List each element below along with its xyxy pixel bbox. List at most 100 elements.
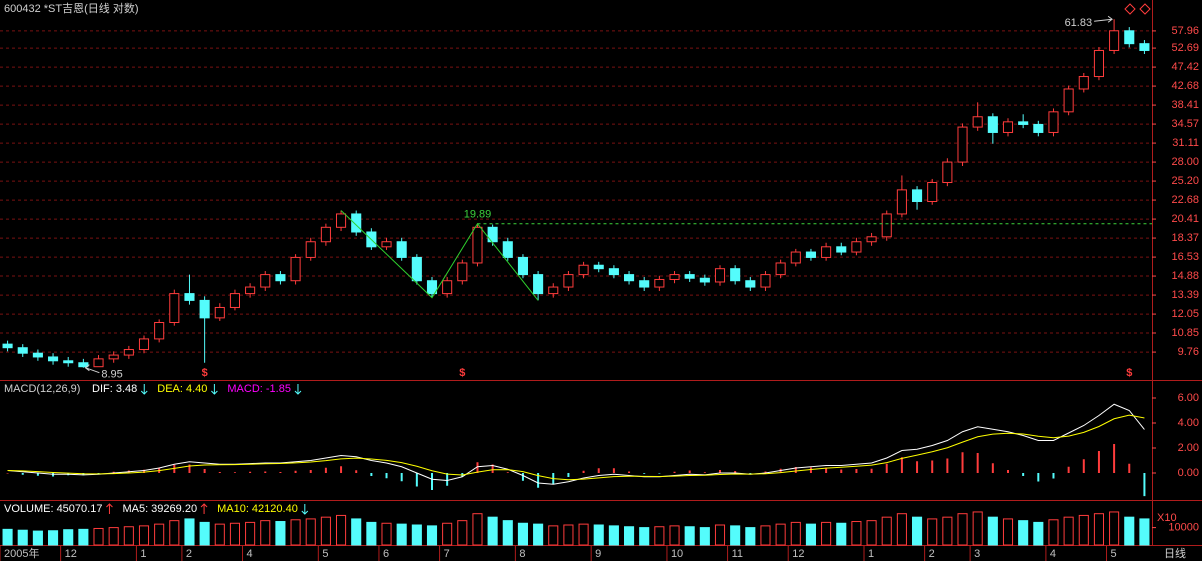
candle-body	[336, 213, 347, 228]
macd-line	[7, 414, 1145, 481]
candle-body	[2, 343, 13, 349]
candle-body	[548, 286, 559, 295]
candle-body	[912, 189, 923, 203]
volume-bar	[366, 521, 377, 546]
legend-entry: MACD: -1.85	[227, 383, 291, 395]
volume-bar	[260, 520, 271, 546]
x-tick-label: 9	[595, 548, 601, 560]
macd-bar	[976, 453, 979, 473]
candle-body	[245, 286, 256, 295]
macd-bar	[643, 473, 646, 474]
volume-bar	[730, 525, 741, 546]
y-tick-label: 10000	[1168, 522, 1199, 534]
macd-bar	[688, 470, 691, 473]
macd-bar	[870, 468, 873, 473]
macd-bar	[1007, 470, 1009, 473]
candle-body	[836, 246, 847, 253]
macd-bar	[961, 452, 964, 473]
macd-bar	[309, 470, 312, 473]
macd-bar	[203, 469, 206, 473]
y-tick-label: 42.68	[1171, 80, 1199, 92]
volume-bar	[502, 520, 513, 546]
macd-bar	[1143, 473, 1146, 497]
x-tick-label: 4	[1050, 548, 1056, 560]
y-tick-label: 25.20	[1171, 175, 1199, 187]
volume-bar	[1048, 519, 1059, 546]
signal-marker: $	[459, 367, 465, 379]
volume-bar	[912, 516, 923, 546]
candle-body	[1109, 30, 1120, 51]
macd-bar	[264, 471, 267, 473]
volume-bar	[275, 521, 286, 546]
candle-body	[305, 241, 316, 258]
volume-bar	[396, 523, 407, 546]
volume-bar	[563, 524, 574, 546]
volume-bar	[654, 526, 665, 546]
volume-bar	[123, 526, 134, 546]
candle-body	[93, 358, 104, 368]
toolbar-icon[interactable]	[1124, 3, 1136, 15]
volume-bar	[699, 527, 710, 546]
candle-body	[1033, 123, 1044, 133]
macd-bar	[385, 473, 388, 479]
candle-body	[821, 246, 832, 258]
legend-entry: DEA: 4.40	[157, 383, 207, 395]
volume-bar	[593, 524, 604, 546]
y-tick-label: 6.00	[1178, 392, 1199, 404]
signal-marker: $	[1126, 367, 1132, 379]
volume-bar	[578, 523, 589, 546]
volume-bar	[896, 513, 907, 546]
volume-bar	[866, 520, 877, 546]
volume-bar	[760, 525, 771, 546]
candle-body	[32, 352, 43, 358]
x-tick-label: 1	[868, 548, 874, 560]
unit-label: X10	[1157, 512, 1177, 524]
candle-body	[78, 362, 89, 368]
macd-bar	[931, 460, 934, 473]
toolbar-icon[interactable]	[1139, 3, 1151, 15]
macd-bar	[840, 469, 843, 473]
x-tick-label: 6	[383, 548, 389, 560]
candle-body	[442, 280, 453, 295]
y-tick-label: 47.42	[1171, 61, 1199, 73]
macd-bar	[749, 473, 752, 474]
x-tick-label: 8	[519, 548, 525, 560]
macd-bar	[1052, 473, 1055, 479]
candle-body	[942, 161, 953, 184]
volume-bar	[608, 525, 619, 546]
y-tick-label: 52.69	[1171, 42, 1199, 54]
volume-bar	[472, 513, 483, 546]
macd-bar	[6, 473, 9, 474]
volume-bar	[1139, 518, 1150, 546]
volume-bar	[411, 524, 422, 546]
volume-bar	[851, 521, 862, 546]
volume-bar	[821, 521, 832, 546]
macd-bar	[491, 464, 494, 473]
x-tick-label: 10	[671, 548, 683, 560]
y-tick-label: 16.53	[1171, 251, 1199, 263]
macd-bar	[1113, 444, 1116, 473]
candle-body	[154, 322, 165, 340]
y-tick-label: 38.41	[1171, 99, 1199, 111]
macd-bar	[916, 461, 919, 473]
macd-bar	[324, 467, 327, 473]
macd-bar	[628, 471, 631, 473]
volume-bar	[942, 516, 953, 546]
macd-bar	[370, 473, 373, 476]
macd-bar	[658, 473, 661, 474]
macd-bar	[431, 473, 433, 490]
candle-body	[17, 347, 28, 354]
volume-bar	[836, 522, 847, 546]
volume-bar	[548, 525, 559, 546]
macd-bar	[764, 471, 767, 473]
x-tick-label: 5	[322, 548, 328, 560]
volume-bar	[442, 522, 453, 546]
y-tick-label: 57.96	[1171, 25, 1199, 37]
candle-body	[851, 241, 862, 253]
macd-bar	[537, 473, 540, 488]
volume-bar	[108, 527, 119, 546]
candle-body	[669, 274, 680, 280]
macd-bar	[340, 466, 343, 473]
volume-bar	[93, 527, 104, 546]
volume-bar	[245, 521, 256, 546]
